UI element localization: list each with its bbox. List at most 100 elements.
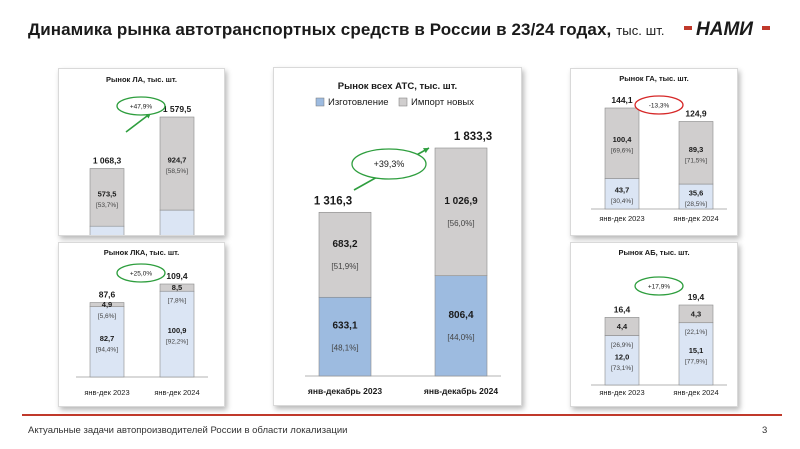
bar-production-1 xyxy=(678,183,714,210)
chart-title: Рынок ЛКА, тыс. шт. xyxy=(104,248,180,257)
page-title: Динамика рынка автотранспортных средств … xyxy=(28,20,665,40)
share-label: [69,6%] xyxy=(611,148,633,155)
bar-production-0 xyxy=(89,306,125,378)
chart-title: Рынок ЛА, тыс. шт. xyxy=(106,75,177,84)
legend-label-0: Изготовление xyxy=(328,97,389,108)
bar-import-0 xyxy=(604,107,640,179)
bar-import-1 xyxy=(678,304,714,324)
panel-lka: Рынок ЛКА, тыс. шт. 82,7 [94,4%] 4,9 [5,6%] 8… xyxy=(58,242,225,407)
panel-ab: Рынок АБ, тыс. шт. 12,0 [73,1%] 4,4 [26,9%] 1… xyxy=(570,242,738,407)
page-number: 3 xyxy=(762,425,768,436)
total-label: 144,1 xyxy=(611,95,633,105)
bar-import-0 xyxy=(604,317,640,336)
total-label: 19,4 xyxy=(688,292,705,302)
bar-production-0 xyxy=(604,335,640,386)
bar-import-1 xyxy=(434,147,488,277)
bar-production-1 xyxy=(678,322,714,386)
share-label: [7,8%] xyxy=(168,298,187,305)
share-label: [53,7%] xyxy=(96,202,118,209)
value-label: 4,9 xyxy=(102,300,112,309)
share-label: [56,0%] xyxy=(447,219,474,228)
value-label: 4,4 xyxy=(617,322,628,331)
nami-logo: НАМИ xyxy=(684,19,770,39)
value-label: 82,7 xyxy=(100,334,115,343)
bar-import-1 xyxy=(159,283,195,292)
change-label: +47,9% xyxy=(130,104,152,111)
value-label: 924,7 xyxy=(168,156,187,165)
bar-production-0 xyxy=(604,178,640,210)
chart-ats: Рынок всех АТС, тыс. шт. Изготовление Импо… xyxy=(305,81,501,396)
category-label: янв-декабрь 2024 xyxy=(424,386,498,396)
legend-swatch-0 xyxy=(315,97,325,107)
panel-ats: Рынок всех АТС, тыс. шт. Изготовление Импо… xyxy=(273,67,522,406)
change-ellipse xyxy=(634,276,684,296)
value-label: 1 026,9 xyxy=(444,196,478,207)
share-label: [58,5%] xyxy=(166,168,188,175)
total-label: 1 833,3 xyxy=(454,131,492,143)
category-label: янв-дек 2023 xyxy=(599,388,644,397)
bar-production-0 xyxy=(89,225,125,235)
legend-label-1: Импорт новых xyxy=(411,97,474,108)
category-label: янв-декабрь 2023 xyxy=(308,386,382,396)
panel-la: Рынок ЛА, тыс. шт.494,7[46,3%]573,5[53,7… xyxy=(58,68,225,236)
bar-import-0 xyxy=(89,302,125,307)
value-label: 100,4 xyxy=(613,135,633,144)
total-label: 109,4 xyxy=(166,271,188,281)
bar-production-1 xyxy=(434,275,488,377)
total-label: 1 316,3 xyxy=(314,195,352,207)
chart-title: Рынок ГА, тыс. шт. xyxy=(619,74,689,83)
logo-left-dash xyxy=(684,26,692,30)
chart-title: Рынок всех АТС, тыс. шт. xyxy=(338,81,457,92)
bar-production-0 xyxy=(318,296,372,377)
value-label: 43,7 xyxy=(615,186,630,195)
bar-import-0 xyxy=(318,211,372,298)
page-title-unit: тыс. шт. xyxy=(616,23,665,38)
share-label: [30,4%] xyxy=(611,198,633,205)
change-label: +39,3% xyxy=(374,159,405,169)
category-label: янв-дек 2024 xyxy=(154,388,199,397)
value-label: 89,3 xyxy=(689,145,704,154)
category-label: янв-дек 2023 xyxy=(599,214,644,223)
share-label: [26,9%] xyxy=(611,342,633,349)
value-label: 683,2 xyxy=(332,239,357,250)
page-title-text: Динамика рынка автотранспортных средств … xyxy=(28,20,612,39)
change-label: -13,3% xyxy=(649,103,670,110)
chart-ga: Рынок ГА, тыс. шт. 43,7 [30,4%] 100,4 [69,6%… xyxy=(591,74,727,223)
change-ellipse xyxy=(351,148,427,180)
chart-title: Рынок АБ, тыс. шт. xyxy=(618,248,689,257)
share-label: [73,1%] xyxy=(611,365,633,372)
total-label: 124,9 xyxy=(685,108,707,118)
share-label: [51,9%] xyxy=(331,262,358,271)
share-label: [22,1%] xyxy=(685,329,707,336)
value-label: 8,5 xyxy=(172,283,182,292)
bar-import-0 xyxy=(89,168,125,227)
share-label: [92,2%] xyxy=(166,339,188,346)
value-label: 35,6 xyxy=(689,189,704,198)
footer-divider xyxy=(22,414,782,416)
chart-lka: Рынок ЛКА, тыс. шт. 82,7 [94,4%] 4,9 [5,6%] 8… xyxy=(76,248,208,397)
logo-right-dash xyxy=(762,26,770,30)
value-label: 12,0 xyxy=(615,352,630,361)
share-label: [48,1%] xyxy=(331,344,358,353)
share-label: [5,6%] xyxy=(98,313,117,320)
panel-ga: Рынок ГА, тыс. шт. 43,7 [30,4%] 100,4 [69,6%… xyxy=(570,68,738,236)
bar-import-1 xyxy=(678,121,714,185)
value-label: 15,1 xyxy=(689,346,704,355)
logo-text: НАМИ xyxy=(696,19,753,39)
category-label: янв-дек 2024 xyxy=(673,388,718,397)
share-label: [94,4%] xyxy=(96,346,118,353)
value-label: 100,9 xyxy=(168,326,187,335)
value-label: 573,5 xyxy=(98,189,117,198)
growth-arrow-head xyxy=(423,148,429,154)
footer-text: Актуальные задачи автопроизводителей Рос… xyxy=(28,425,348,436)
share-label: [28,5%] xyxy=(685,201,707,208)
bar-import-1 xyxy=(159,116,195,211)
change-ellipse xyxy=(634,95,684,115)
total-label: 16,4 xyxy=(614,304,631,314)
change-label: +25,0% xyxy=(130,271,152,278)
value-label: 633,1 xyxy=(332,321,357,332)
change-label: +17,9% xyxy=(648,284,670,291)
total-label: 1 579,5 xyxy=(163,104,192,114)
value-label: 806,4 xyxy=(448,310,473,321)
chart-la: Рынок ЛА, тыс. шт.494,7[46,3%]573,5[53,7… xyxy=(89,75,195,235)
